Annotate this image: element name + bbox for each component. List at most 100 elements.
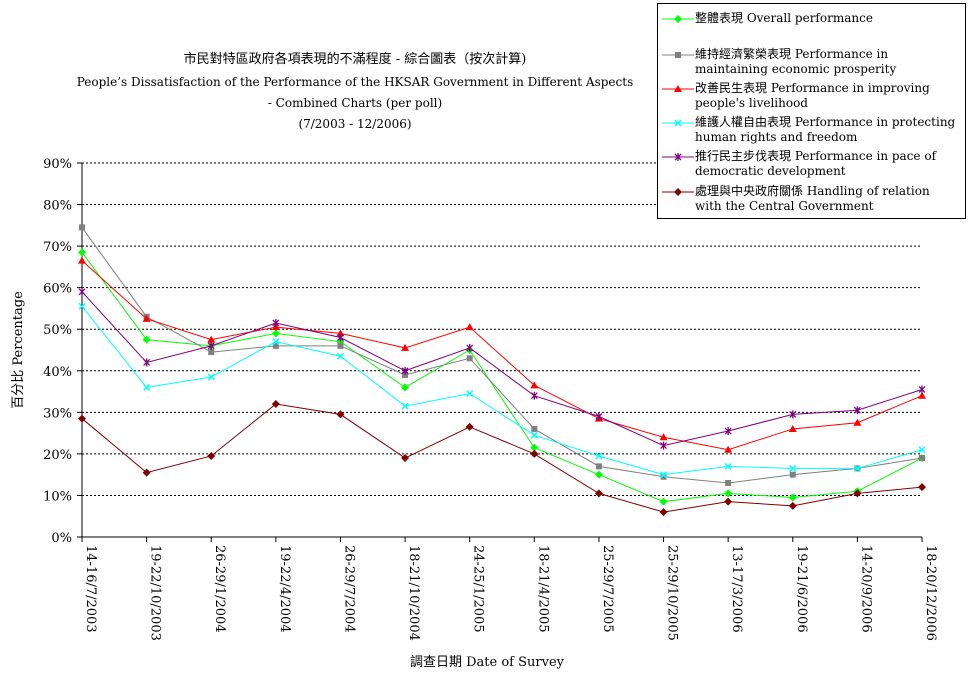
data-point	[78, 414, 86, 423]
data-point	[595, 412, 603, 421]
x-tick-label: 14-20/9/2006	[858, 545, 873, 633]
data-point	[530, 431, 538, 439]
series-line	[81, 227, 923, 484]
data-point	[465, 422, 474, 431]
data-point	[78, 256, 86, 264]
x-tick-label: 14-16/7/2003	[83, 545, 98, 633]
y-tick-label: 30%	[43, 406, 72, 421]
data-point	[919, 455, 925, 462]
data-point	[78, 248, 86, 257]
legend-label-livelihood: 改善民生表現 Performance in improving people's …	[695, 81, 930, 110]
data-point	[272, 342, 279, 349]
x-tick-label: 25-29/7/2005	[600, 545, 615, 633]
data-point	[530, 449, 539, 458]
data-point	[788, 501, 797, 510]
data-point	[595, 463, 602, 470]
data-point	[337, 333, 344, 342]
x-tick-label: 13-17/3/2006	[729, 545, 744, 633]
y-tick-label: 0%	[51, 531, 72, 546]
series-line	[81, 260, 923, 451]
series-line	[81, 306, 923, 476]
data-point	[337, 342, 344, 349]
data-point	[466, 355, 473, 362]
series-3	[78, 302, 926, 479]
data-point	[465, 323, 474, 331]
data-point	[143, 383, 151, 391]
legend-label-economy: 維持經濟繁榮表現 Performance in maintaining econo…	[695, 47, 897, 76]
data-point	[336, 410, 345, 419]
legend: 整體表現 Overall performance 維持經濟繁榮表現 Perfor…	[657, 3, 966, 219]
data-point	[208, 349, 215, 356]
data-point	[660, 473, 667, 480]
data-point	[401, 366, 409, 375]
data-point	[402, 371, 409, 378]
x-tick-label: 26-29/1/2004	[212, 545, 227, 633]
x-tick-label: 19-21/6/2006	[794, 545, 809, 633]
legend-label-democracy: 推行民主步伐表現 Performance in pace of democrati…	[695, 149, 937, 178]
x-tick-label: 25-29/10/2005	[665, 545, 680, 641]
x-tick-label: 19-22/10/2003	[148, 545, 163, 641]
data-point	[207, 451, 216, 460]
data-point	[466, 390, 474, 398]
data-point	[207, 341, 215, 350]
data-point	[724, 427, 732, 436]
series-4	[78, 287, 926, 450]
data-point	[401, 383, 410, 392]
data-point	[336, 352, 344, 360]
data-point	[594, 470, 603, 479]
x-tick-label: 18-21/4/2005	[535, 545, 550, 633]
y-tick-label: 60%	[43, 282, 72, 297]
data-point	[660, 441, 667, 450]
data-point	[79, 224, 85, 231]
data-point	[724, 489, 733, 498]
x-tick-label: 18-21/10/2004	[406, 545, 421, 641]
legend-marker-human-rights	[662, 119, 694, 127]
data-point	[530, 391, 538, 400]
chart-subtitle-3: (7/2003 - 12/2006)	[298, 117, 412, 131]
y-tick-label: 40%	[43, 365, 72, 380]
chart-subtitle-2: - Combined Charts (per poll)	[267, 96, 443, 110]
legend-marker-livelihood	[662, 85, 694, 92]
data-point	[853, 464, 861, 472]
data-point	[142, 335, 151, 344]
data-point	[853, 406, 861, 415]
data-point	[853, 418, 862, 426]
data-point	[401, 402, 409, 410]
x-tick-label: 18-20/12/2006	[923, 545, 938, 641]
data-point	[659, 433, 668, 441]
data-point	[788, 493, 797, 502]
data-point	[530, 443, 539, 452]
y-axis-label: 百分比 Percentage	[11, 291, 26, 409]
chart-title: 市民對特區政府各項表現的不滿程度 - 綜合圖表（按次計算)	[183, 52, 527, 67]
series-5	[78, 400, 926, 517]
data-point	[401, 454, 410, 463]
data-point	[918, 385, 926, 394]
y-tick-label: 90%	[43, 157, 72, 172]
legend-label-overall: 整體表現 Overall performance	[695, 11, 873, 25]
chart-subtitle-1: People’s Dissatisfaction of the Performa…	[76, 75, 634, 89]
data-point	[789, 471, 796, 478]
data-point	[724, 497, 733, 506]
data-point	[401, 343, 410, 351]
data-point	[272, 318, 280, 327]
data-point	[594, 489, 603, 498]
data-point	[659, 508, 668, 517]
data-point	[918, 391, 926, 399]
data-point	[789, 410, 797, 419]
y-tick-label: 20%	[43, 448, 72, 463]
data-point	[724, 462, 732, 470]
series-line	[81, 291, 923, 447]
legend-marker-democracy	[662, 153, 694, 161]
x-tick-label: 19-22/4/2004	[277, 545, 292, 633]
data-point	[725, 479, 732, 486]
legend-label-human-rights: 維護人權自由表現 Performance in protecting human …	[695, 115, 956, 144]
data-point	[272, 338, 280, 346]
data-point	[143, 358, 151, 367]
data-point	[853, 489, 862, 498]
data-point	[660, 471, 668, 479]
legend-marker-overall	[662, 15, 694, 23]
x-axis-label: 調查日期 Date of Survey	[410, 655, 565, 670]
data-point	[918, 446, 926, 454]
legend-label-central-gov: 處理與中央政府關係 Handling of relation with the C…	[695, 184, 930, 213]
data-point	[78, 302, 86, 310]
